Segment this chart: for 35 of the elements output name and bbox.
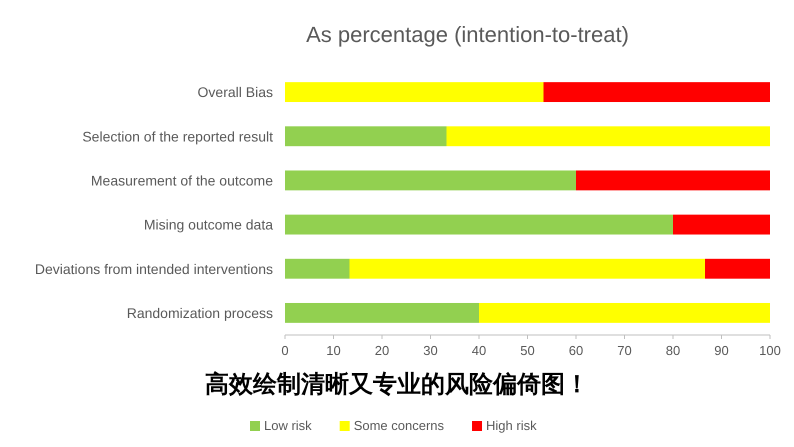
x-tick-label: 50 [520,343,535,358]
bar [446,126,770,146]
legend-label: Some concerns [354,418,445,433]
y-tick-label: Overall Bias [198,84,273,100]
bar [285,258,350,279]
bar [705,258,770,279]
legend-label: High risk [486,418,538,433]
x-tick-label: 80 [666,343,680,358]
y-tick-label: Measurement of the outcome [90,172,274,188]
x-tick-label: 10 [326,343,341,358]
x-tick-label: 20 [374,343,390,358]
bar [285,170,576,190]
x-tick-label: 30 [423,343,438,358]
bar [576,170,770,190]
bar [285,302,479,323]
bar [285,126,447,146]
y-tick-label: Deviations from intended interventions [34,260,273,277]
x-tick-label: 70 [617,343,632,358]
x-tick-label: 0 [281,343,289,358]
y-tick-label: Selection of the reported result [82,128,274,144]
y-tick-label: Randomization process [126,304,273,321]
bar [285,214,673,235]
x-tick-label: 90 [714,343,729,358]
bar [479,302,770,323]
chart-title: As percentage (intention-to-treat) [306,22,629,47]
legend-label: Low risk [264,418,312,433]
x-tick-label: 60 [568,343,584,358]
bar [673,214,770,235]
bar [544,82,770,102]
x-tick-label: 40 [472,343,486,358]
bar [285,82,544,102]
y-tick-label: Mising outcome data [144,216,274,233]
text: 高效绘制清晰又专业的风险偏倚图！ [205,370,589,398]
bar [350,258,706,279]
x-tick-label: 100 [759,343,781,358]
